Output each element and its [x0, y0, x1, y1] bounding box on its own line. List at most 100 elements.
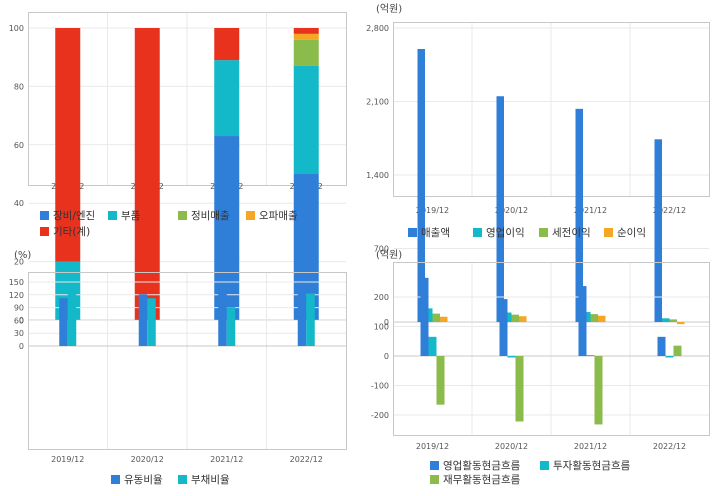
- bar: [504, 312, 512, 322]
- bar: [417, 49, 425, 322]
- legend-label: 유동비율: [124, 474, 163, 486]
- x-tick-label: 2020/12: [131, 455, 164, 464]
- x-tick-label: 2022/12: [653, 206, 686, 215]
- bar: [138, 294, 148, 346]
- bar: [420, 277, 429, 356]
- bar: [673, 345, 682, 356]
- legend-label: 매출액: [421, 227, 450, 239]
- x-tick-label: 2019/12: [416, 206, 449, 215]
- legend-swatch: [40, 211, 49, 220]
- y-tick-label: 20: [14, 258, 24, 267]
- bar: [578, 286, 587, 356]
- legend-label: 정비매출: [191, 210, 230, 222]
- bar: [67, 290, 77, 346]
- x-tick-label: 2020/12: [495, 206, 528, 215]
- legend-label: 영업이익: [486, 226, 525, 239]
- legend-swatch: [108, 211, 117, 220]
- legend-swatch: [408, 228, 417, 237]
- legend-swatch: [111, 475, 120, 484]
- y-tick-label: 60: [14, 316, 24, 325]
- legend-swatch: [178, 211, 187, 220]
- bar: [583, 312, 591, 322]
- bar: [586, 355, 595, 356]
- y-tick-label: 100: [9, 24, 24, 33]
- legend-swatch: [178, 475, 187, 484]
- legend-label: 부품: [121, 210, 141, 222]
- legend-label: 오파매출: [259, 210, 298, 222]
- plot-frame: [28, 272, 347, 450]
- y-tick-label: 120: [9, 291, 24, 300]
- x-tick-label: 2021/12: [574, 206, 607, 215]
- bar: [511, 314, 519, 322]
- bar: [440, 316, 448, 322]
- y-tick-label: 700: [374, 245, 389, 254]
- bar: [665, 356, 674, 358]
- y-tick-label: 30: [14, 329, 24, 338]
- x-tick-label: 2021/12: [574, 442, 607, 451]
- legend-swatch: [473, 228, 482, 237]
- bar: [428, 336, 437, 356]
- unit-label: (억원): [376, 249, 402, 261]
- legend-swatch: [604, 228, 613, 237]
- y-tick-label: 100: [374, 323, 389, 332]
- bar: [147, 298, 156, 346]
- x-tick-label: 2019/12: [51, 455, 84, 464]
- bar: [293, 39, 319, 66]
- legend-swatch: [40, 227, 49, 236]
- unit-label: (억원): [376, 3, 402, 15]
- y-tick-label: 90: [14, 304, 24, 313]
- legend-label: 순이익: [617, 227, 646, 239]
- bar: [654, 139, 662, 322]
- legend-label: 영업활동현금흐름: [443, 459, 521, 472]
- bar: [662, 318, 670, 322]
- bar: [436, 356, 445, 405]
- bar: [218, 284, 227, 346]
- x-tick-label: 2022/12: [653, 442, 686, 451]
- bar: [59, 298, 68, 346]
- y-tick-label: -100: [371, 382, 389, 391]
- bar: [669, 319, 677, 322]
- legend-swatch: [540, 461, 549, 470]
- bar: [214, 60, 240, 137]
- bar: [507, 356, 516, 358]
- legend-label: 세전이익: [552, 227, 591, 239]
- bar: [499, 299, 508, 356]
- x-tick-label: 2022/12: [290, 455, 323, 464]
- bar: [590, 314, 598, 322]
- bar: [598, 315, 606, 322]
- legend-swatch: [539, 228, 548, 237]
- legend-swatch: [430, 475, 439, 484]
- bar: [496, 96, 504, 322]
- bar: [432, 313, 440, 322]
- y-tick-label: 1,400: [366, 171, 389, 180]
- bar: [425, 308, 433, 322]
- y-tick-label: 200: [374, 293, 389, 302]
- plot-frame: [28, 12, 347, 186]
- legend-swatch: [430, 461, 439, 470]
- bar: [134, 28, 160, 320]
- x-tick-label: 2020/12: [495, 442, 528, 451]
- bar: [657, 336, 666, 356]
- y-tick-label: 60: [14, 141, 24, 150]
- legend-label: 장비/엔진: [53, 210, 95, 222]
- y-tick-label: -200: [371, 411, 389, 420]
- y-tick-label: 0: [19, 316, 24, 325]
- y-tick-label: 150: [9, 278, 24, 287]
- bar: [515, 356, 524, 422]
- y-tick-label: 40: [14, 199, 24, 208]
- bar: [519, 316, 527, 322]
- bar: [293, 65, 319, 174]
- legend-swatch: [246, 211, 255, 220]
- plot-frame: [393, 22, 710, 197]
- bar: [293, 28, 319, 34]
- x-tick-label: 2019/12: [416, 442, 449, 451]
- bar: [55, 28, 81, 262]
- x-tick-label: 2021/12: [210, 455, 243, 464]
- bar: [293, 33, 319, 40]
- y-tick-label: 0: [19, 342, 24, 351]
- bar: [214, 28, 240, 61]
- bar: [226, 307, 236, 346]
